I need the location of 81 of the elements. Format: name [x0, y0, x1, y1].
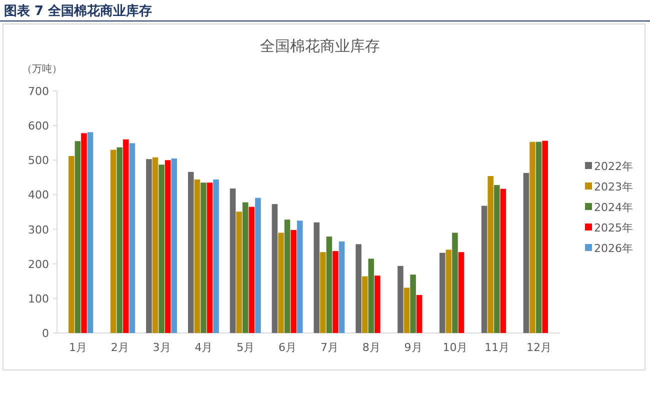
bar — [494, 185, 500, 333]
bar — [87, 132, 94, 333]
x-tick-label: 3月 — [152, 341, 171, 354]
bar — [290, 230, 296, 333]
bar — [398, 266, 404, 333]
y-tick-label: 0 — [42, 327, 49, 340]
x-tick-label: 2月 — [110, 341, 129, 354]
bar — [523, 172, 530, 333]
bar — [152, 157, 158, 333]
bar — [171, 158, 178, 333]
bar — [242, 202, 248, 333]
x-tick-label: 1月 — [68, 341, 87, 354]
y-tick-label: 500 — [28, 154, 49, 168]
bar — [320, 252, 326, 333]
bar — [74, 141, 81, 333]
y-tick-label: 100 — [28, 292, 49, 306]
bar — [296, 220, 303, 333]
bar — [374, 276, 380, 333]
y-axis-title: （万吨） — [22, 63, 62, 75]
x-tick-label: 10月 — [442, 341, 468, 354]
bar — [200, 182, 206, 333]
x-tick-label: 7月 — [320, 341, 338, 354]
bar — [439, 252, 446, 333]
bar — [338, 241, 345, 333]
bar — [116, 147, 123, 333]
bar — [284, 220, 290, 333]
bar — [410, 274, 416, 333]
bar — [446, 250, 452, 333]
text: 图表 7 全国棉花商业库存 — [4, 3, 152, 19]
x-tick-label: 9月 — [404, 341, 422, 354]
y-tick-label: 300 — [28, 223, 49, 236]
bar — [458, 252, 464, 333]
y-tick-label: 600 — [28, 120, 49, 133]
bar — [146, 159, 152, 333]
x-tick-label: 11月 — [484, 341, 510, 354]
bar — [158, 164, 164, 333]
bar — [488, 176, 494, 333]
bar — [248, 206, 255, 333]
y-tick-label: 200 — [28, 258, 49, 271]
x-tick-label: 6月 — [278, 341, 297, 354]
bar — [500, 188, 506, 333]
bar — [416, 294, 422, 333]
x-tick-label: 12月 — [526, 341, 552, 354]
bar — [206, 182, 213, 333]
bar — [542, 140, 548, 333]
legend-label: 2023年 — [594, 180, 633, 194]
bar — [404, 288, 410, 333]
bar — [452, 232, 458, 333]
legend-label: 2025年 — [594, 222, 633, 234]
legend-label: 2022年 — [594, 160, 633, 173]
bar — [536, 142, 542, 333]
bar — [213, 180, 219, 333]
bar — [123, 139, 129, 333]
bar — [188, 172, 194, 333]
y-tick-label: 400 — [28, 188, 49, 202]
legend-label: 2024年 — [594, 201, 633, 214]
bar — [332, 251, 338, 333]
chart-title: 全国棉花商业库存 — [260, 37, 380, 55]
bar — [164, 160, 171, 333]
bar — [255, 198, 261, 333]
y-tick-label: 700 — [28, 85, 49, 98]
bar — [129, 143, 136, 333]
bar — [314, 222, 320, 333]
bar — [368, 258, 374, 333]
legend-label: 2026年 — [594, 242, 633, 255]
bar — [272, 204, 278, 333]
x-tick-label: 8月 — [362, 341, 380, 354]
bar — [362, 276, 368, 333]
bar — [530, 142, 536, 333]
bar — [68, 156, 74, 333]
bar — [81, 133, 87, 333]
x-tick-label: 4月 — [194, 341, 213, 354]
bar — [356, 244, 362, 333]
bar — [278, 232, 284, 333]
bar — [481, 206, 488, 333]
bar — [194, 180, 200, 333]
bar — [236, 212, 242, 333]
bar — [230, 188, 236, 333]
x-tick-label: 5月 — [236, 341, 255, 354]
bar — [326, 236, 332, 333]
bar — [110, 150, 116, 333]
